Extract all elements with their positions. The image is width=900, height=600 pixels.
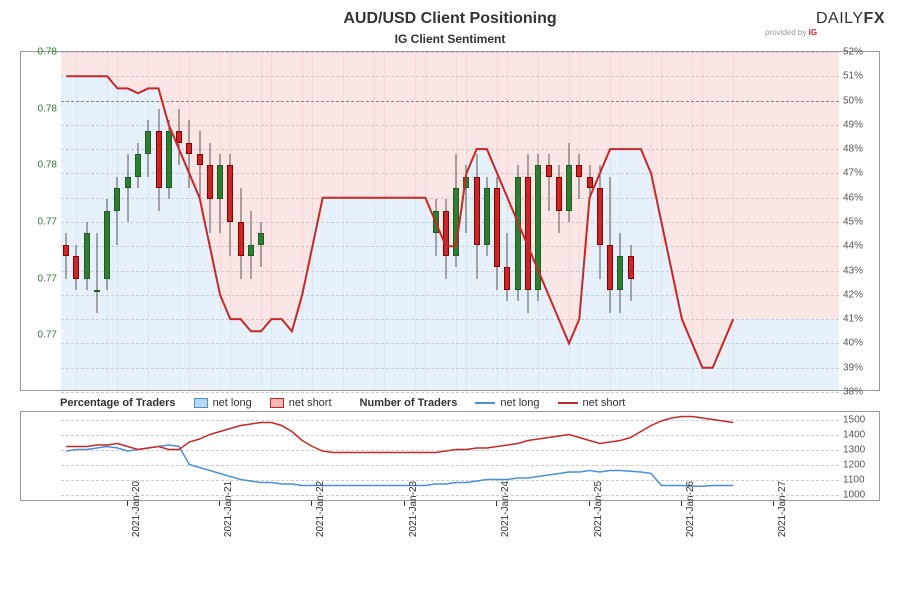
x-axis-labels: 2021-Jan-202021-Jan-212021-Jan-222021-Ja… — [20, 501, 880, 571]
y-right-tick: 47% — [843, 168, 863, 179]
y-left-tick: 0.78 — [38, 160, 57, 171]
main-title: AUD/USD Client Positioning — [135, 10, 765, 28]
legend-num-label: Number of Traders — [360, 397, 458, 409]
legend-net-long-num: net long — [475, 397, 539, 409]
y-right-tick: 45% — [843, 217, 863, 228]
x-tick-label: 2021-Jan-22 — [315, 481, 326, 537]
y-right-tick: 40% — [843, 338, 863, 349]
trader-count-lines — [61, 412, 839, 500]
x-tick-label: 2021-Jan-20 — [131, 481, 142, 537]
y-right-tick: 41% — [843, 314, 863, 325]
y2-right-tick: 1100 — [843, 474, 865, 485]
y-right-tick: 51% — [843, 71, 863, 82]
y-right-tick: 50% — [843, 95, 863, 106]
y-right-tick: 42% — [843, 289, 863, 300]
legend-pct-label: Percentage of Traders — [60, 397, 176, 409]
y-left-tick: 0.78 — [38, 103, 57, 114]
chart-header: AUD/USD Client Positioning IG Client Sen… — [15, 10, 885, 46]
subtitle: IG Client Sentiment — [135, 32, 765, 46]
y-right-tick: 39% — [843, 362, 863, 373]
x-tick-label: 2021-Jan-21 — [223, 481, 234, 537]
y-right-tick: 38% — [843, 387, 863, 398]
y-left-tick: 0.77 — [38, 217, 57, 228]
x-tick-label: 2021-Jan-23 — [408, 481, 419, 537]
x-tick-label: 2021-Jan-24 — [500, 481, 511, 537]
y-left-tick: 0.77 — [38, 330, 57, 341]
y2-right-tick: 1200 — [843, 459, 865, 470]
y-left-tick: 0.78 — [38, 47, 57, 58]
y2-right-tick: 1300 — [843, 444, 865, 455]
logo-subtitle: provided by IG — [765, 28, 885, 37]
chart-legend: Percentage of Traders net long net short… — [60, 397, 885, 409]
dailyfx-logo: DAILYFX — [765, 10, 885, 28]
x-tick-label: 2021-Jan-27 — [777, 481, 788, 537]
x-tick-label: 2021-Jan-26 — [685, 481, 696, 537]
y2-right-tick: 1500 — [843, 414, 865, 425]
y-right-tick: 52% — [843, 47, 863, 58]
y-right-tick: 49% — [843, 119, 863, 130]
y2-right-tick: 1000 — [843, 489, 865, 500]
y-right-tick: 44% — [843, 241, 863, 252]
y-right-tick: 48% — [843, 144, 863, 155]
legend-net-short-pct: net short — [270, 397, 332, 409]
lower-chart: 1500 1400 1300 1200 1100 1000 — [20, 411, 880, 501]
legend-net-short-num: net short — [558, 397, 626, 409]
y-right-tick: 46% — [843, 192, 863, 203]
y-left-tick: 0.77 — [38, 273, 57, 284]
main-chart: 0.780.780.780.770.770.77 52%51%50%49%48%… — [20, 51, 880, 391]
sentiment-line — [61, 52, 839, 390]
y-right-tick: 43% — [843, 265, 863, 276]
y2-right-tick: 1400 — [843, 429, 865, 440]
legend-net-long-pct: net long — [194, 397, 252, 409]
x-tick-label: 2021-Jan-25 — [593, 481, 604, 537]
